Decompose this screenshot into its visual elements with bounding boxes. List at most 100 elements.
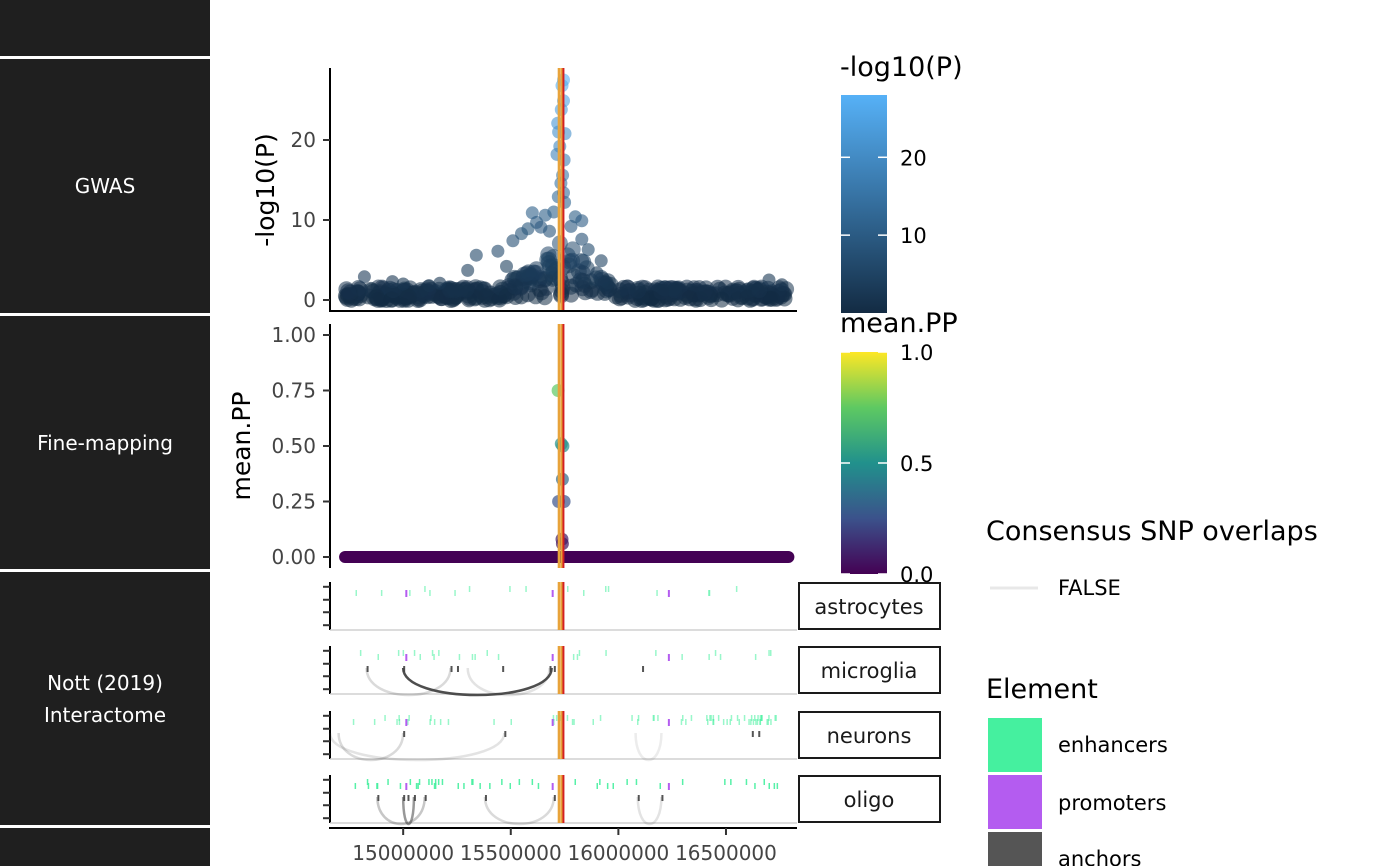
enhancer-mark: [768, 715, 770, 721]
enhancer-mark: [434, 779, 437, 785]
enhancer-mark: [745, 779, 748, 785]
enhancer-mark: [759, 715, 762, 721]
gwas-point: [615, 279, 632, 296]
gwas-point: [491, 244, 505, 258]
gwas-highlight-lines: [557, 68, 565, 311]
enhancer-mark: [555, 715, 558, 721]
enhancer-mark: [509, 783, 511, 789]
gwas-point: [340, 283, 357, 300]
enhancer-mark: [681, 654, 683, 660]
enhancer-mark: [518, 779, 521, 785]
enhancer-mark: [489, 783, 491, 789]
finemapping-highlight-lines: [557, 324, 565, 568]
gwas-point: [739, 289, 756, 306]
enhancer-mark: [680, 719, 683, 725]
legend-gwas-tick-label: 10: [900, 224, 927, 248]
enhancer-mark: [752, 719, 755, 725]
legend-label-anchors: anchors: [1058, 847, 1141, 866]
gwas-point: [469, 248, 483, 262]
enhancer-mark: [402, 650, 405, 656]
enhancer-mark: [419, 654, 421, 660]
x-tick-label: 15500000: [460, 841, 562, 865]
interaction-arc: [365, 667, 452, 697]
gwas-point: [422, 279, 436, 293]
enhancer-mark: [415, 783, 418, 789]
enhancer-mark: [525, 586, 527, 592]
enhancer-mark: [583, 590, 585, 596]
gwas-point: [521, 222, 535, 236]
enhancer-mark: [605, 586, 607, 592]
enhancer-mark: [681, 779, 684, 785]
enhancer-mark: [418, 779, 421, 785]
enhancer-mark: [430, 715, 432, 721]
gwas-point: [763, 290, 780, 307]
enhancer-mark: [637, 719, 639, 725]
enhancer-mark: [755, 719, 757, 725]
legend-key-enhancers: [988, 718, 1042, 772]
enhancer-mark: [384, 715, 386, 721]
anchor-mark: [424, 795, 427, 801]
legend-gwas: -log10(P) 10 20: [840, 52, 963, 313]
gwas-point: [562, 278, 579, 295]
legend-label-enhancers: enhancers: [1058, 733, 1168, 757]
enhancer-mark: [457, 783, 459, 789]
enhancer-mark: [754, 783, 756, 789]
enhancer-mark: [708, 654, 710, 660]
enhancer-mark: [774, 715, 776, 721]
enhancer-mark: [750, 715, 753, 721]
gwas-point: [357, 270, 371, 284]
facet-oligo: oligo: [323, 775, 941, 826]
anchor-mark: [484, 795, 487, 801]
promoter-mark: [551, 719, 554, 726]
gwas-panel: 0 10 20 -log10(P): [251, 68, 797, 312]
enhancer-mark: [398, 719, 401, 725]
enhancer-mark: [431, 779, 433, 785]
enhancer-mark: [709, 715, 711, 721]
gwas-point: [594, 254, 608, 268]
gwas-point: [442, 282, 459, 299]
promoter-mark: [405, 654, 408, 661]
enhancer-mark: [398, 715, 400, 721]
enhancer-mark: [458, 654, 461, 660]
enhancer-mark: [767, 719, 769, 725]
enhancer-mark: [472, 779, 474, 785]
finemapping-y-tick-label: 1.00: [271, 323, 316, 347]
enhancer-mark: [682, 715, 684, 721]
enhancer-mark: [607, 586, 610, 592]
enhancer-mark: [717, 715, 720, 721]
gwas-point: [541, 258, 558, 275]
enhancer-mark: [770, 719, 772, 725]
gwas-point: [527, 288, 544, 305]
promoter-mark: [405, 719, 408, 726]
legend-pp-tick-label: 0.0: [900, 563, 933, 587]
enhancer-mark: [685, 719, 687, 725]
enhancer-mark: [497, 654, 500, 660]
gwas-point: [564, 241, 581, 258]
gwas-point: [534, 220, 548, 234]
legend-element: Element enhancers promoters anchors: [986, 674, 1168, 866]
enhancer-mark: [454, 590, 456, 596]
enhancer-mark: [433, 783, 436, 789]
gwas-point: [575, 232, 589, 246]
finemapping-y-ticks: 0.00 0.25 0.50 0.75 1.00: [271, 323, 330, 569]
enhancer-mark: [730, 779, 732, 785]
finemapping-y-tick-label: 0.25: [271, 490, 316, 514]
enhancer-mark: [566, 715, 569, 721]
row-label-nott-line2: Interactome: [44, 703, 166, 727]
enhancer-mark: [471, 779, 473, 785]
interaction-arc: [337, 732, 405, 762]
gwas-y-tick-label: 20: [291, 128, 316, 152]
anchor-mark: [504, 731, 507, 737]
enhancer-mark: [599, 715, 602, 721]
genomic-x-axis: 15000000 15500000 16000000 16500000: [329, 827, 797, 865]
enhancer-mark: [397, 650, 400, 656]
enhancer-mark: [592, 719, 594, 725]
enhancer-mark: [735, 586, 738, 592]
enhancer-mark: [407, 719, 409, 725]
anchor-mark: [751, 731, 754, 737]
x-tick-label: 16500000: [675, 841, 777, 865]
enhancer-mark: [509, 586, 511, 592]
enhancer-mark: [657, 715, 659, 721]
enhancer-mark: [428, 779, 430, 785]
enhancer-mark: [730, 715, 733, 721]
